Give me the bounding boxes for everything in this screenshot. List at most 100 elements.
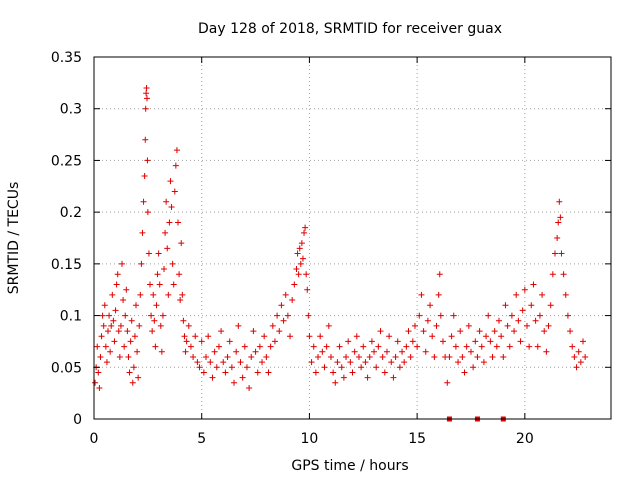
data-point (99, 312, 106, 319)
x-tick-label: 15 (408, 431, 426, 447)
data-point (450, 312, 457, 319)
data-point (555, 219, 562, 226)
data-point (373, 364, 380, 371)
data-point (459, 353, 466, 360)
data-point (569, 343, 576, 350)
data-point (500, 353, 507, 360)
data-point (405, 328, 412, 335)
data-point (485, 312, 492, 319)
data-point (383, 348, 390, 355)
data-point (148, 312, 155, 319)
data-point (147, 281, 154, 288)
data-point (534, 343, 541, 350)
data-point (150, 291, 157, 298)
data-point (224, 353, 231, 360)
data-point (448, 333, 455, 340)
data-point (179, 291, 186, 298)
data-point (233, 348, 240, 355)
data-point (377, 328, 384, 335)
data-point (135, 374, 142, 381)
data-point (207, 359, 214, 366)
data-point (560, 271, 567, 278)
data-point (327, 353, 334, 360)
data-point (243, 364, 250, 371)
data-point (362, 359, 369, 366)
data-point (474, 353, 481, 360)
data-point (517, 338, 524, 345)
data-point (110, 317, 117, 324)
data-point (332, 379, 339, 386)
data-point (108, 322, 115, 329)
data-point (231, 379, 238, 386)
data-point (159, 312, 166, 319)
axis-ticks (93, 56, 611, 420)
plot-frame (93, 56, 612, 420)
data-point (495, 317, 502, 324)
data-point (532, 317, 539, 324)
data-point (116, 353, 123, 360)
data-point (355, 353, 362, 360)
y-tick-label: 0 (73, 412, 82, 428)
data-point (102, 343, 109, 350)
y-tick-label: 0.2 (60, 205, 82, 221)
data-point (437, 312, 444, 319)
data-point (138, 260, 145, 267)
data-point (239, 374, 246, 381)
data-point (168, 203, 175, 210)
data-point (571, 353, 578, 360)
data-point (142, 105, 149, 112)
data-point (152, 343, 159, 350)
data-point (164, 245, 171, 252)
data-point (151, 317, 158, 324)
data-point (436, 271, 443, 278)
data-point (567, 328, 574, 335)
data-point (153, 302, 160, 309)
data-point (123, 286, 130, 293)
data-point (310, 343, 317, 350)
data-point (304, 286, 311, 293)
data-point (128, 317, 135, 324)
data-point (154, 271, 161, 278)
data-point (439, 338, 446, 345)
data-point (134, 348, 141, 355)
y-axis-label: SRMTID / TECUs (6, 182, 22, 295)
data-point (392, 353, 399, 360)
data-point (172, 162, 179, 169)
data-point (131, 333, 138, 340)
data-point (478, 343, 485, 350)
data-point (394, 338, 401, 345)
data-point (280, 317, 287, 324)
data-point (407, 353, 414, 360)
data-point (137, 291, 144, 298)
data-point (198, 338, 205, 345)
data-point (305, 312, 312, 319)
data-point (106, 312, 113, 319)
data-point (338, 364, 345, 371)
data-point (582, 353, 589, 360)
data-point (418, 291, 425, 298)
data-point (340, 374, 347, 381)
data-point (130, 364, 137, 371)
data-point (205, 333, 212, 340)
data-point (487, 338, 494, 345)
data-point (248, 353, 255, 360)
data-point (480, 359, 487, 366)
data-point (170, 281, 177, 288)
data-point (506, 343, 513, 350)
data-point (476, 328, 483, 335)
data-point (536, 312, 543, 319)
data-point (256, 343, 263, 350)
data-point (141, 172, 148, 179)
data-point (444, 379, 451, 386)
data-point (182, 348, 189, 355)
data-point (579, 338, 586, 345)
data-point (347, 359, 354, 366)
data-point (396, 364, 403, 371)
data-point (463, 343, 470, 350)
data-point (265, 369, 272, 376)
data-point (109, 291, 116, 298)
data-point (267, 343, 274, 350)
data-point (461, 369, 468, 376)
data-point (298, 240, 305, 247)
